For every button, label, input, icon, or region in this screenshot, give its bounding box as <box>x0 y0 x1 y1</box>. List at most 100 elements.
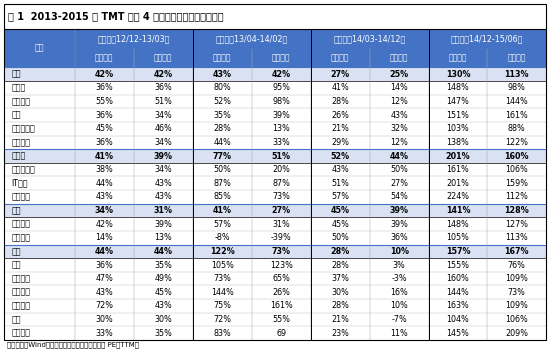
Bar <box>4 231 75 245</box>
Text: 144%: 144% <box>447 288 469 297</box>
Bar <box>4 177 75 190</box>
Text: 21%: 21% <box>331 124 349 133</box>
Bar <box>192 272 252 286</box>
Bar <box>252 49 311 68</box>
Text: 144%: 144% <box>505 97 528 106</box>
Text: -8%: -8% <box>214 233 230 242</box>
Text: 34%: 34% <box>155 165 172 174</box>
Bar <box>370 95 428 108</box>
Text: 148%: 148% <box>447 83 469 93</box>
Text: 76%: 76% <box>508 261 525 269</box>
Bar <box>487 190 546 204</box>
Bar <box>75 218 134 231</box>
Bar <box>487 177 546 190</box>
Text: 85%: 85% <box>213 192 231 201</box>
Bar <box>4 286 75 299</box>
Bar <box>4 218 75 231</box>
Text: 157%: 157% <box>446 247 470 256</box>
Text: 80%: 80% <box>213 83 231 93</box>
Text: 通信服务: 通信服务 <box>12 233 30 242</box>
Bar <box>428 122 487 136</box>
Text: 27%: 27% <box>390 179 408 188</box>
Bar <box>487 163 546 177</box>
Text: 行业: 行业 <box>35 44 45 53</box>
Text: 113%: 113% <box>504 70 529 79</box>
Bar <box>4 258 75 272</box>
Text: 39%: 39% <box>272 111 290 120</box>
Text: 73%: 73% <box>272 247 291 256</box>
Text: 105%: 105% <box>447 233 469 242</box>
Text: 50%: 50% <box>213 165 231 174</box>
Bar <box>134 272 192 286</box>
Bar <box>311 136 370 149</box>
Bar <box>311 218 370 231</box>
Text: 消费电子: 消费电子 <box>12 138 30 147</box>
Text: 44%: 44% <box>95 179 113 188</box>
Bar <box>75 299 134 313</box>
Bar <box>4 95 75 108</box>
Text: 104%: 104% <box>447 315 469 324</box>
Text: 12%: 12% <box>390 97 408 106</box>
Text: 73%: 73% <box>213 274 231 283</box>
Bar <box>487 122 546 136</box>
Text: 36%: 36% <box>95 111 113 120</box>
Text: 39%: 39% <box>155 220 172 229</box>
Text: 26%: 26% <box>272 288 290 297</box>
Text: 指数涨幅: 指数涨幅 <box>95 54 113 63</box>
Bar <box>487 81 546 95</box>
Bar <box>75 190 134 204</box>
Text: 43%: 43% <box>213 70 232 79</box>
Bar <box>428 218 487 231</box>
Text: 77%: 77% <box>213 152 232 161</box>
Bar <box>134 49 192 68</box>
Text: 出版: 出版 <box>12 315 21 324</box>
Text: 元件: 元件 <box>12 111 21 120</box>
Text: 138%: 138% <box>447 138 469 147</box>
Text: 45%: 45% <box>155 288 172 297</box>
Bar <box>75 68 134 81</box>
Bar <box>192 95 252 108</box>
Bar <box>311 231 370 245</box>
Bar <box>487 95 546 108</box>
Bar <box>192 149 252 163</box>
Text: 201%: 201% <box>447 179 469 188</box>
Text: 50%: 50% <box>390 165 408 174</box>
Bar <box>311 177 370 190</box>
Text: 160%: 160% <box>447 274 469 283</box>
Text: 11%: 11% <box>390 329 408 338</box>
Text: 第一段（12/12-13/03）: 第一段（12/12-13/03） <box>97 35 170 43</box>
Bar <box>75 204 134 218</box>
Bar <box>75 122 134 136</box>
Text: 105%: 105% <box>211 261 234 269</box>
Text: 51%: 51% <box>155 97 172 106</box>
Bar <box>428 81 487 95</box>
Bar <box>252 149 311 163</box>
Bar <box>75 29 192 49</box>
Bar <box>252 258 311 272</box>
Bar <box>487 313 546 326</box>
Text: 26%: 26% <box>331 111 349 120</box>
Text: 半导体: 半导体 <box>12 83 26 93</box>
Text: IT服务: IT服务 <box>12 179 28 188</box>
Text: 34%: 34% <box>155 138 172 147</box>
Bar <box>487 245 546 258</box>
Bar <box>252 326 311 340</box>
Text: 28%: 28% <box>331 97 349 106</box>
Bar <box>370 204 428 218</box>
Bar <box>192 29 311 49</box>
Text: 43%: 43% <box>155 179 172 188</box>
Text: 43%: 43% <box>95 288 113 297</box>
Text: 148%: 148% <box>447 220 469 229</box>
Bar <box>252 190 311 204</box>
Bar <box>487 49 546 68</box>
Bar <box>370 81 428 95</box>
Bar <box>428 299 487 313</box>
Text: 指数涨幅: 指数涨幅 <box>449 54 467 63</box>
Bar <box>311 149 370 163</box>
Bar <box>134 313 192 326</box>
Bar <box>75 245 134 258</box>
Bar <box>370 286 428 299</box>
Text: 光学光电子: 光学光电子 <box>12 124 35 133</box>
Text: 36%: 36% <box>95 83 113 93</box>
Bar <box>487 108 546 122</box>
